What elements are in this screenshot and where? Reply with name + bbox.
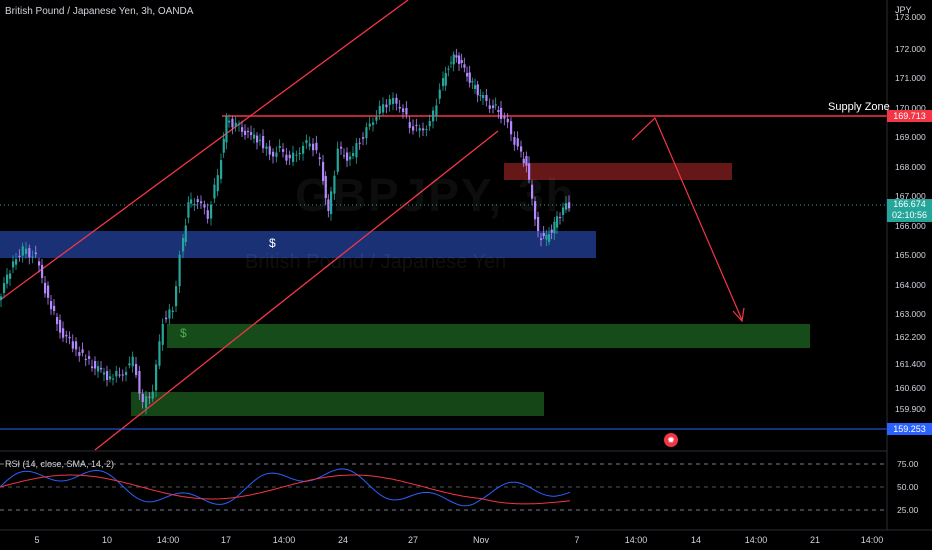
price-axis-label: 168.000	[895, 162, 926, 172]
rsi-ma-line	[0, 474, 571, 505]
rsi-axis: 75.00 50.00 25.00	[897, 459, 919, 515]
flag-icon[interactable]: ✹	[664, 433, 678, 447]
price-axis[interactable]: 173.000 172.000 171.000 170.000 169.000 168.0…	[895, 12, 926, 414]
projection-arrow[interactable]	[631, 116, 743, 321]
dollar-label-blue: $	[269, 236, 276, 250]
time-axis-label: 21	[810, 535, 820, 545]
time-axis[interactable]: 5 10 14:00 17 14:00 24 27 Nov 7 14:00 14 14:00 21 14:…	[34, 535, 883, 545]
time-axis-label: 17	[221, 535, 231, 545]
projection-arrow-head	[732, 307, 745, 323]
time-axis-label: 5	[34, 535, 39, 545]
channel-lower-line[interactable]	[94, 130, 499, 451]
time-axis-label: 14:00	[625, 535, 648, 545]
price-axis-label: 163.000	[895, 309, 926, 319]
candlestick-series	[0, 48, 571, 415]
bar-countdown: 02:10:56	[891, 210, 928, 220]
currency-label: JPY	[895, 5, 912, 15]
symbol-title[interactable]: British Pound / Japanese Yen, 3h, OANDA	[5, 6, 194, 17]
price-axis-label: 164.000	[895, 280, 926, 290]
support-price-tag: 159.253	[887, 423, 932, 435]
price-axis-label: 167.000	[895, 191, 926, 201]
rsi-indicator-title[interactable]: RSI (14, close, SMA, 14, 2)	[5, 459, 115, 469]
rsi-line	[0, 468, 571, 507]
rsi-axis-label: 50.00	[897, 482, 919, 492]
demand-zone-green[interactable]	[167, 324, 810, 348]
price-axis-label: 162.200	[895, 332, 926, 342]
time-axis-label: 24	[338, 535, 348, 545]
price-axis-label: 171.000	[895, 73, 926, 83]
supply-zone-red[interactable]	[504, 163, 732, 180]
price-axis-label: 173.000	[895, 12, 926, 22]
current-price-tag: 166.674 02:10:56	[887, 199, 932, 222]
time-axis-label: 14	[691, 535, 701, 545]
supply-zone-label[interactable]: Supply Zone	[828, 101, 890, 113]
supply-price-tag: 169.713	[887, 110, 932, 122]
price-axis-label: 166.000	[895, 221, 926, 231]
current-price-value: 166.674	[893, 199, 926, 209]
price-axis-label: 169.000	[895, 132, 926, 142]
price-axis-label: 160.600	[895, 383, 926, 393]
time-axis-label: 14:00	[157, 535, 180, 545]
price-axis-label: 161.400	[895, 359, 926, 369]
rsi-axis-label: 25.00	[897, 505, 919, 515]
time-axis-label: 14:00	[745, 535, 768, 545]
time-axis-label: 7	[574, 535, 579, 545]
price-axis-label: 165.000	[895, 250, 926, 260]
price-axis-label: 159.900	[895, 404, 926, 414]
watermark-name: British Pound / Japanese Yen	[245, 251, 507, 273]
channel-upper-line[interactable]	[0, 0, 409, 301]
time-axis-label: 14:00	[273, 535, 296, 545]
rsi-axis-label: 75.00	[897, 459, 919, 469]
demand-zone-green-lower[interactable]	[131, 392, 544, 416]
time-axis-label: 27	[408, 535, 418, 545]
time-axis-label: 10	[102, 535, 112, 545]
price-axis-label: 172.000	[895, 44, 926, 54]
time-axis-label: Nov	[473, 535, 490, 545]
time-axis-label: 14:00	[861, 535, 884, 545]
watermark-ticker: GBPJPY, 3h	[295, 169, 576, 221]
demand-zone-blue[interactable]	[0, 231, 596, 258]
dollar-label-green: $	[180, 326, 187, 340]
price-axis-label: 170.000	[895, 103, 926, 113]
